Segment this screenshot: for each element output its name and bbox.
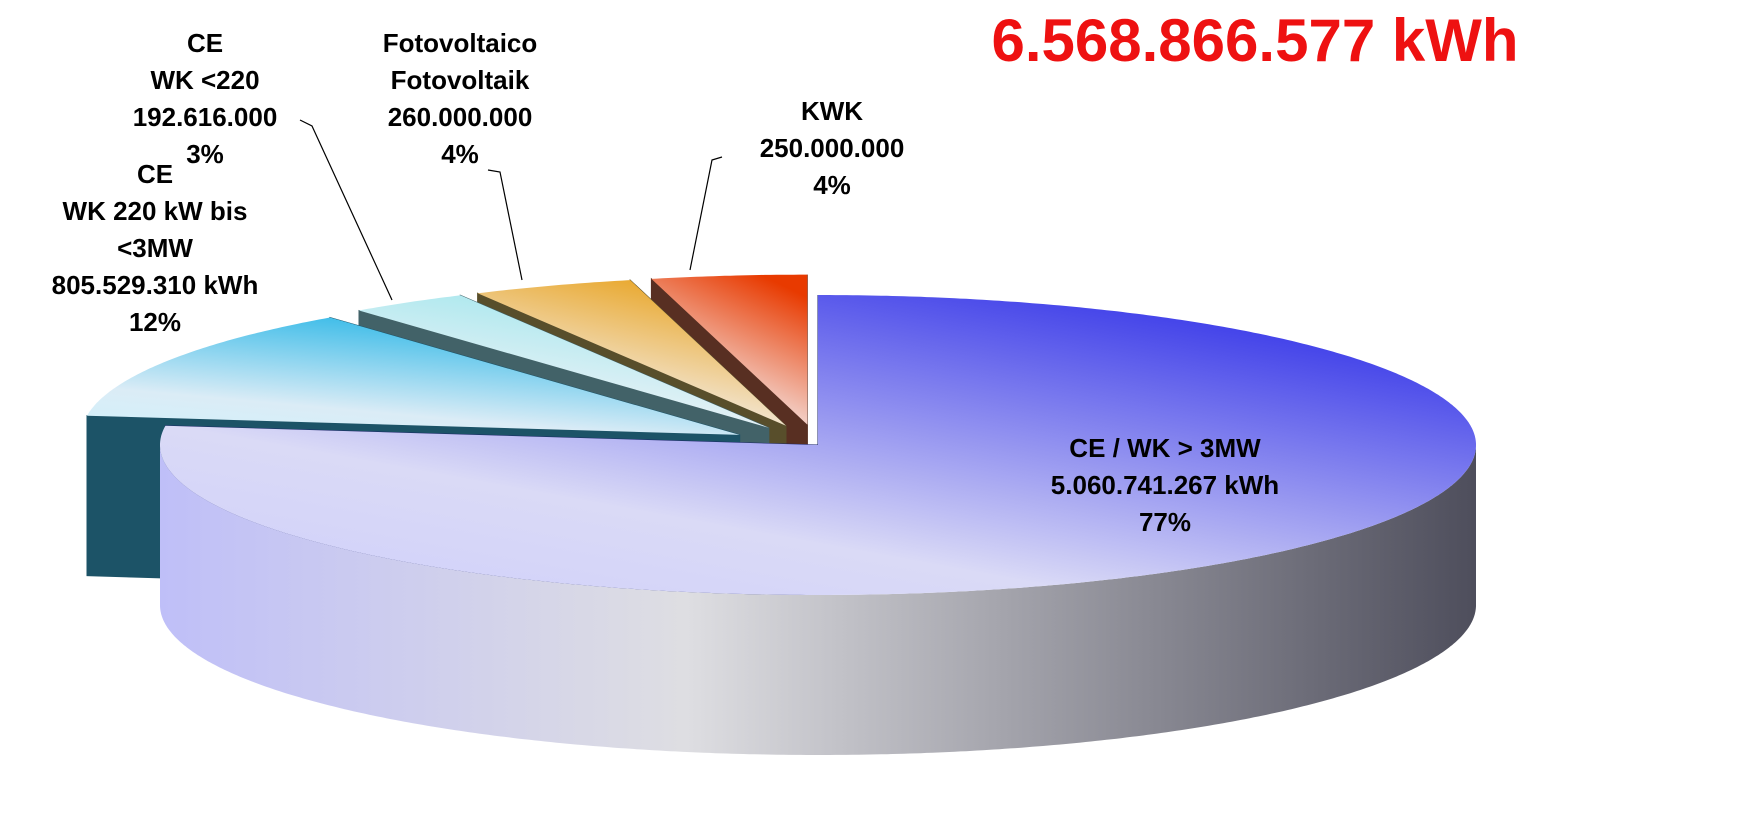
value-label: 260.000.000 — [388, 102, 533, 132]
value-label: 250.000.000 — [760, 133, 905, 163]
slice — [87, 317, 740, 435]
slice-label: Fotovoltaik — [391, 65, 530, 95]
slice — [477, 280, 786, 426]
percent-label: 3% — [186, 139, 224, 169]
slice-label: CE — [137, 159, 173, 189]
percent-label: 12% — [129, 307, 181, 337]
value-label: 805.529.310 kWh — [52, 270, 259, 300]
percent-label: 4% — [813, 170, 851, 200]
slice — [651, 274, 808, 425]
slice-label: CE / WK > 3MW — [1069, 433, 1261, 463]
slice — [160, 295, 1476, 595]
value-label: 192.616.000 — [133, 102, 278, 132]
slice-label: Fotovoltaico — [383, 28, 538, 58]
value-label: 5.060.741.267 kWh — [1051, 470, 1279, 500]
percent-label: 4% — [441, 139, 479, 169]
slice-side — [160, 445, 1476, 755]
percent-label: 77% — [1139, 507, 1191, 537]
slice — [359, 295, 769, 428]
slice-label: <3MW — [117, 233, 193, 263]
leader-line — [487, 169, 523, 281]
slice-label: KWK — [801, 96, 863, 126]
slice-label: WK 220 kW bis — [63, 196, 248, 226]
leader-line — [689, 156, 723, 271]
slice-label: CE — [187, 28, 223, 58]
leader-line — [299, 119, 393, 301]
slice-label: WK <220 — [150, 65, 259, 95]
chart-title: 6.568.866.577 kWh — [991, 7, 1518, 74]
